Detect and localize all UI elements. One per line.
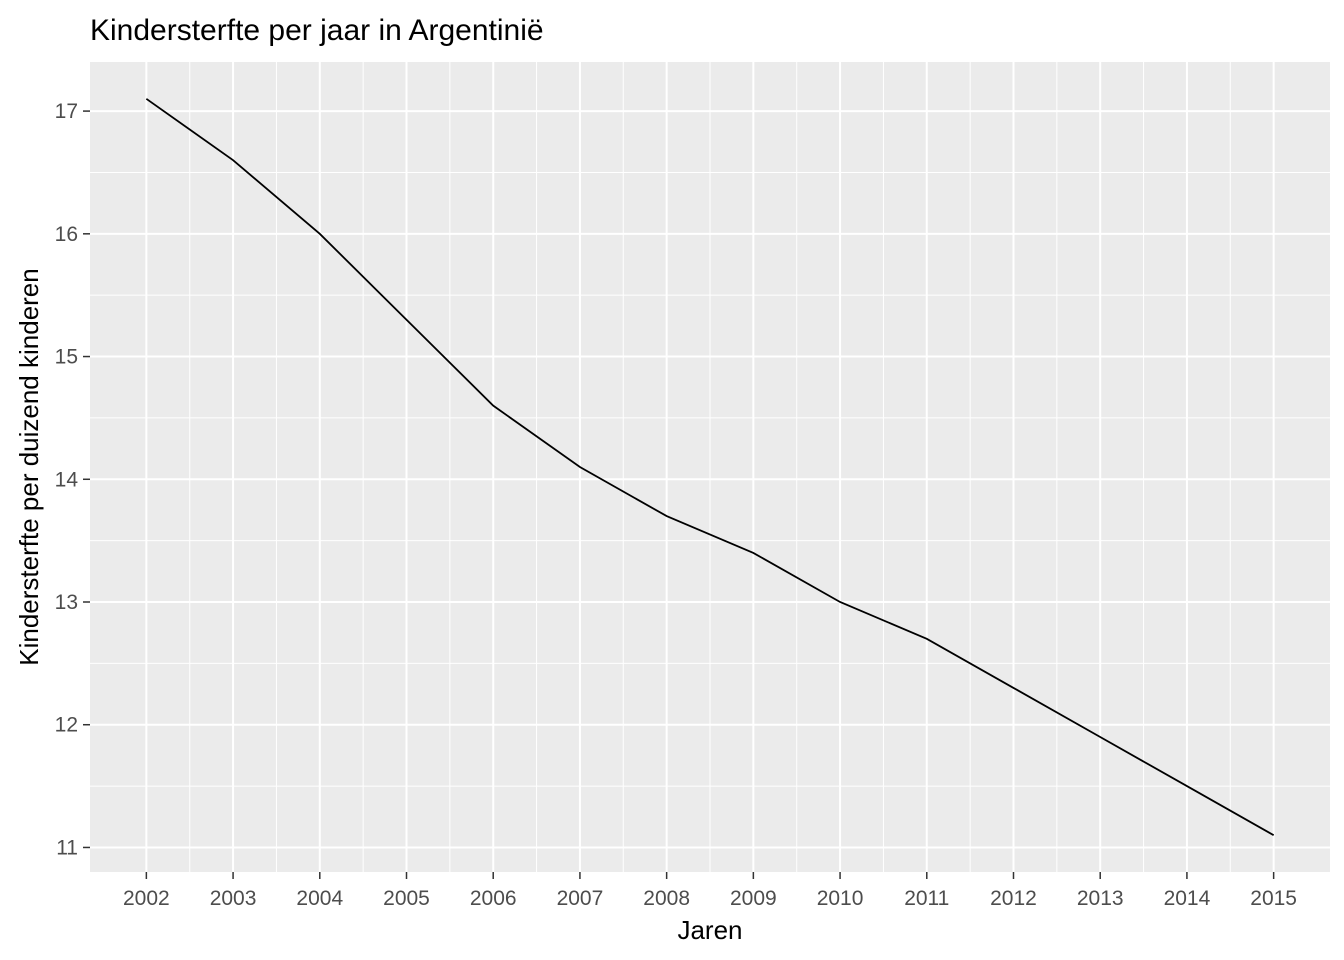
- y-tick-label: 12: [55, 714, 78, 737]
- x-tick-label: 2013: [1077, 887, 1124, 910]
- y-tick-label: 11: [56, 836, 78, 859]
- x-tick-label: 2007: [557, 887, 604, 910]
- x-tick-label: 2011: [904, 887, 949, 910]
- x-tick-label: 2010: [817, 887, 864, 910]
- x-tick-label: 2006: [470, 887, 517, 910]
- x-tick-label: 2012: [990, 887, 1037, 910]
- x-tick-label: 2009: [730, 887, 777, 910]
- x-tick-label: 2015: [1250, 887, 1297, 910]
- x-tick-label: 2008: [643, 887, 690, 910]
- y-tick-label: 17: [55, 100, 78, 123]
- y-tick-label: 14: [55, 468, 79, 491]
- y-tick-label: 15: [55, 346, 78, 369]
- x-axis-ticks: 2002 2003 2004 2005 2006 2007 2008 2009 2010 2011…: [123, 872, 1297, 910]
- y-tick-label: 13: [55, 591, 78, 614]
- y-axis-ticks: 11 12 13 14 15 16 17: [55, 100, 90, 859]
- y-axis-title: Kindersterfte per duizend kinderen: [14, 268, 44, 665]
- y-tick-label: 16: [55, 223, 78, 246]
- x-tick-label: 2005: [383, 887, 430, 910]
- x-tick-label: 2002: [123, 887, 170, 910]
- minor-gridlines: [90, 62, 1330, 872]
- x-tick-label: 2004: [296, 887, 343, 910]
- series-line-kindersterfte: [145, 98, 1275, 836]
- x-tick-label: 2003: [210, 887, 257, 910]
- x-axis-title: Jaren: [677, 915, 742, 945]
- x-tick-label: 2014: [1164, 887, 1211, 910]
- chart-title: Kindersterfte per jaar in Argentinië: [90, 14, 544, 47]
